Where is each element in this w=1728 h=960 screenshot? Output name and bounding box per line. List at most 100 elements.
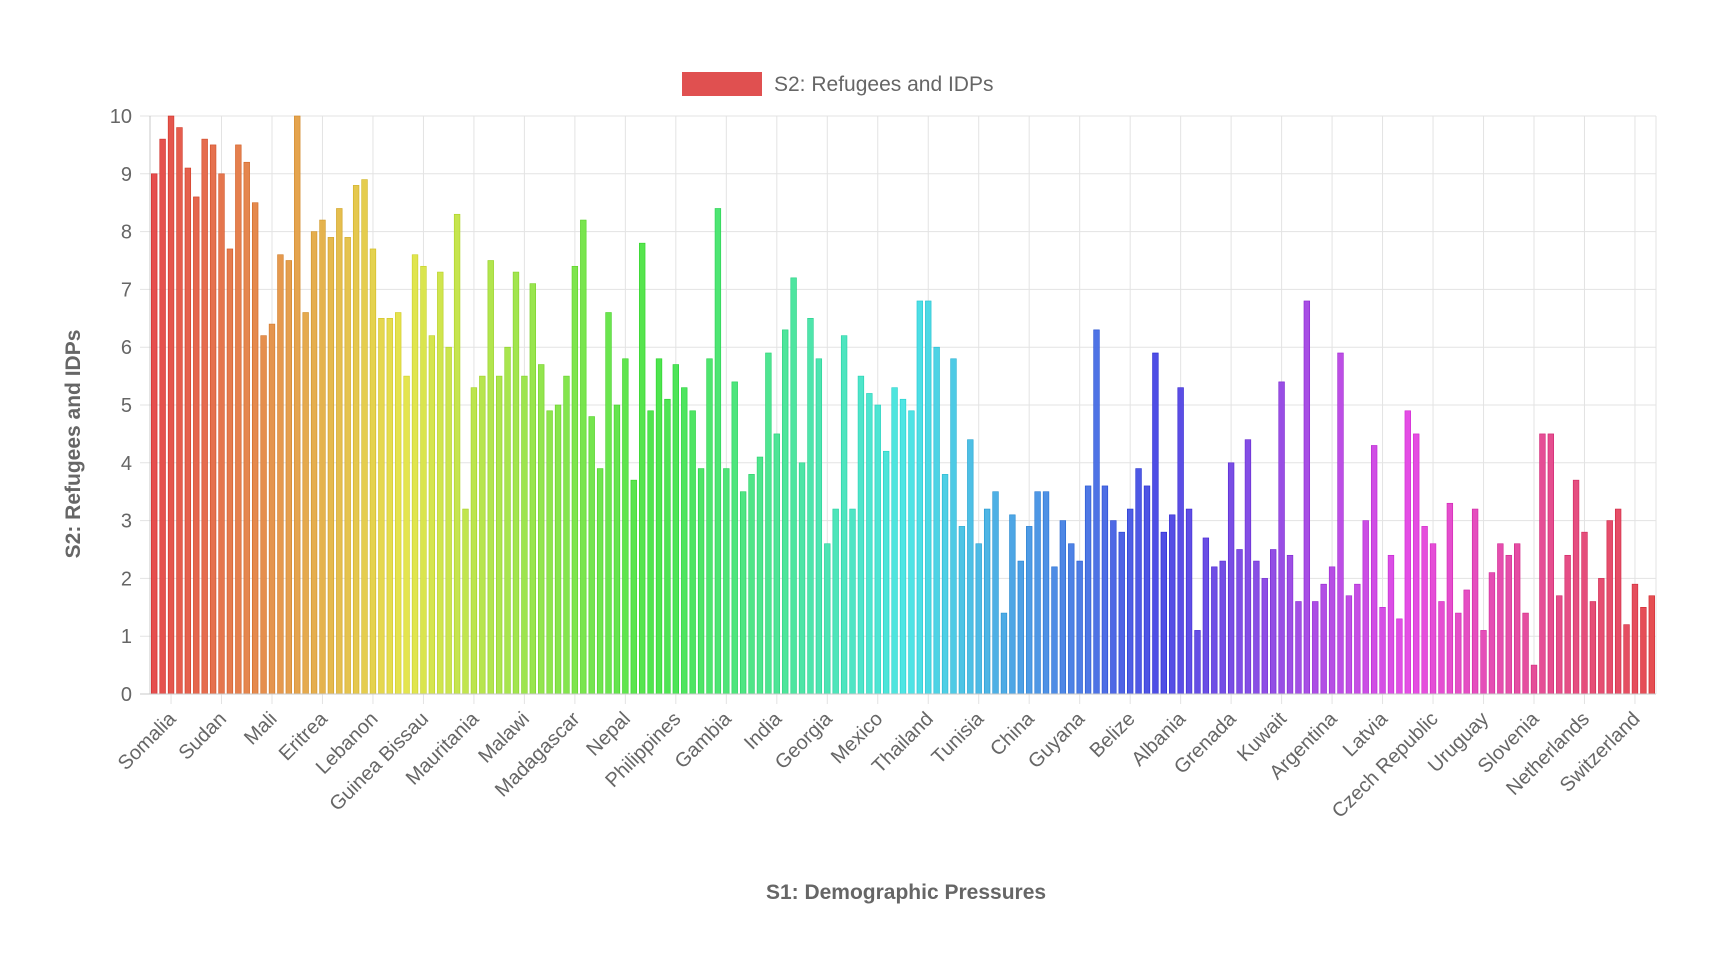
bar[interactable] bbox=[260, 335, 267, 695]
bar[interactable] bbox=[386, 317, 393, 695]
bar[interactable] bbox=[445, 346, 452, 695]
bar[interactable] bbox=[495, 375, 503, 695]
bar[interactable] bbox=[1211, 566, 1218, 695]
bar[interactable] bbox=[739, 491, 747, 695]
bar[interactable] bbox=[1127, 508, 1134, 695]
bar[interactable] bbox=[352, 185, 360, 695]
bar[interactable] bbox=[1017, 560, 1024, 695]
bar[interactable] bbox=[1480, 630, 1487, 695]
bar[interactable] bbox=[453, 213, 461, 695]
bar[interactable] bbox=[908, 410, 915, 695]
bar[interactable] bbox=[243, 161, 250, 695]
bar[interactable] bbox=[521, 375, 528, 695]
bar[interactable] bbox=[1194, 630, 1201, 695]
bar[interactable] bbox=[361, 179, 368, 695]
bar[interactable] bbox=[1572, 479, 1580, 695]
bar[interactable] bbox=[1312, 601, 1319, 695]
bar[interactable] bbox=[782, 329, 789, 695]
bar[interactable] bbox=[554, 404, 562, 695]
bar[interactable] bbox=[1236, 549, 1243, 695]
bar[interactable] bbox=[849, 508, 856, 695]
bar[interactable] bbox=[1051, 566, 1058, 695]
bar[interactable] bbox=[1303, 300, 1311, 695]
bar[interactable] bbox=[1286, 554, 1294, 695]
bar[interactable] bbox=[1370, 445, 1378, 695]
bar[interactable] bbox=[369, 248, 377, 695]
bar[interactable] bbox=[1320, 583, 1327, 695]
bar[interactable] bbox=[958, 526, 966, 695]
bar[interactable] bbox=[226, 248, 234, 695]
bar[interactable] bbox=[697, 468, 705, 695]
legend-swatch[interactable] bbox=[682, 72, 762, 96]
bar[interactable] bbox=[967, 439, 974, 695]
legend-label[interactable]: S2: Refugees and IDPs bbox=[774, 73, 993, 96]
bar[interactable] bbox=[941, 474, 949, 695]
bar[interactable] bbox=[1202, 537, 1210, 695]
bar[interactable] bbox=[613, 404, 621, 695]
bar[interactable] bbox=[1177, 387, 1184, 695]
bar[interactable] bbox=[1463, 589, 1470, 695]
bar[interactable] bbox=[1581, 531, 1588, 695]
bar[interactable] bbox=[1328, 566, 1336, 695]
bar[interactable] bbox=[1429, 543, 1437, 695]
bar[interactable] bbox=[470, 387, 478, 695]
bar[interactable] bbox=[681, 387, 688, 695]
bar[interactable] bbox=[218, 173, 225, 695]
bar[interactable] bbox=[580, 219, 587, 695]
bar[interactable] bbox=[655, 358, 663, 695]
bar[interactable] bbox=[706, 358, 713, 695]
bar[interactable] bbox=[1059, 520, 1067, 695]
bar[interactable] bbox=[1345, 595, 1353, 695]
bar[interactable] bbox=[1270, 549, 1277, 695]
bar[interactable] bbox=[176, 127, 183, 695]
bar[interactable] bbox=[1631, 583, 1639, 695]
bar[interactable] bbox=[1337, 352, 1344, 695]
bar[interactable] bbox=[1093, 329, 1100, 695]
bar[interactable] bbox=[723, 468, 730, 695]
bar[interactable] bbox=[487, 260, 494, 695]
bar[interactable] bbox=[184, 167, 192, 695]
bar[interactable] bbox=[1455, 612, 1462, 695]
bar[interactable] bbox=[1244, 439, 1252, 695]
bar[interactable] bbox=[1101, 485, 1109, 695]
bar[interactable] bbox=[899, 398, 907, 695]
bar[interactable] bbox=[1589, 601, 1597, 695]
bar[interactable] bbox=[1606, 520, 1613, 695]
bar[interactable] bbox=[664, 398, 671, 695]
bar[interactable] bbox=[420, 265, 427, 695]
bar[interactable] bbox=[815, 358, 823, 695]
bar[interactable] bbox=[1640, 606, 1647, 695]
bar[interactable] bbox=[277, 254, 284, 695]
bar[interactable] bbox=[1539, 433, 1546, 695]
bar[interactable] bbox=[992, 491, 999, 695]
bar[interactable] bbox=[1253, 560, 1260, 695]
bar[interactable] bbox=[479, 375, 486, 695]
bar[interactable] bbox=[798, 462, 806, 695]
bar[interactable] bbox=[1438, 601, 1445, 695]
bar[interactable] bbox=[672, 364, 679, 695]
bar[interactable] bbox=[1505, 554, 1512, 695]
bar[interactable] bbox=[925, 300, 932, 695]
bar[interactable] bbox=[748, 474, 755, 695]
bar[interactable] bbox=[714, 208, 722, 695]
bar[interactable] bbox=[790, 277, 797, 695]
bar[interactable] bbox=[411, 254, 419, 695]
bar[interactable] bbox=[285, 260, 292, 695]
bar[interactable] bbox=[504, 346, 511, 695]
bar[interactable] bbox=[327, 237, 335, 695]
bar[interactable] bbox=[563, 375, 570, 695]
bar[interactable] bbox=[378, 317, 385, 695]
bar[interactable] bbox=[731, 381, 738, 695]
bar[interactable] bbox=[1404, 410, 1411, 695]
bar[interactable] bbox=[933, 346, 940, 695]
bar[interactable] bbox=[302, 312, 309, 695]
bar[interactable] bbox=[689, 410, 696, 695]
bar[interactable] bbox=[252, 202, 259, 695]
bar[interactable] bbox=[765, 352, 772, 695]
bar[interactable] bbox=[824, 543, 831, 695]
bar[interactable] bbox=[1026, 526, 1033, 695]
bar[interactable] bbox=[1362, 520, 1369, 695]
bar[interactable] bbox=[193, 196, 200, 695]
bar[interactable] bbox=[857, 375, 865, 695]
bar[interactable] bbox=[1000, 612, 1008, 695]
